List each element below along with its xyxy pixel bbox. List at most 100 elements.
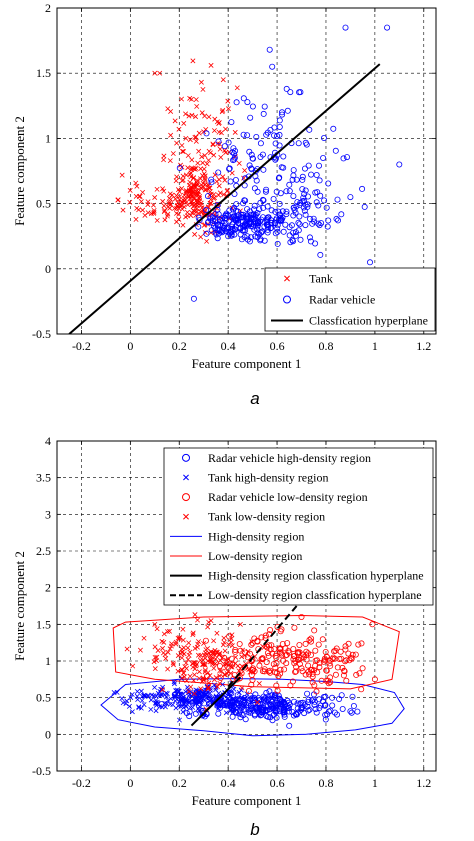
data-point-cross: [179, 185, 185, 191]
data-point-circle: [295, 140, 302, 147]
hyperplane-line: [190, 676, 242, 727]
data-point-cross: [208, 200, 214, 206]
data-point-cross: [204, 646, 210, 652]
data-point-cross: [161, 157, 167, 163]
data-point-circle: [342, 658, 349, 665]
data-point-cross: [163, 656, 169, 661]
data-point-cross: [198, 200, 204, 206]
legend-swatch-circle: [182, 493, 190, 502]
data-point-cross: [192, 645, 198, 651]
data-point-cross: [199, 678, 205, 684]
data-point-cross: [212, 172, 218, 178]
data-point-circle: [268, 642, 275, 649]
data-point-cross: [207, 698, 213, 704]
data-point-circle: [245, 700, 252, 707]
data-point-circle: [352, 651, 359, 658]
data-point-circle: [229, 221, 236, 228]
data-point-cross: [211, 128, 217, 134]
data-point-cross: [192, 672, 197, 678]
legend: Radar vehicle high-density region Tank hi…: [163, 447, 434, 606]
data-point-circle: [327, 662, 334, 669]
data-point-circle: [259, 655, 266, 662]
data-point-cross: [192, 612, 198, 618]
data-point-cross: [175, 668, 181, 674]
data-point-cross: [219, 109, 225, 115]
data-point-cross: [173, 178, 179, 184]
data-point-circle: [306, 706, 313, 713]
data-point-circle: [232, 648, 239, 655]
data-point-cross: [228, 708, 234, 713]
data-point-circle: [306, 636, 313, 643]
data-point-circle: [268, 692, 275, 699]
data-point-cross: [208, 191, 214, 197]
y-tick-label: 0.5: [36, 691, 51, 705]
data-point-cross: [198, 176, 204, 182]
legend-entry-label: Radar vehicle low-density region: [208, 490, 368, 504]
data-point-circle: [312, 706, 319, 713]
data-point-circle: [302, 671, 309, 678]
data-point-circle: [246, 148, 253, 155]
data-point-circle: [274, 225, 281, 232]
data-point-cross: [222, 148, 228, 154]
data-point-circle: [257, 696, 264, 703]
data-point-cross: [176, 126, 182, 132]
data-point-cross: [167, 158, 173, 164]
data-point-circle: [244, 216, 251, 223]
data-point-cross: [225, 696, 231, 702]
data-point-circle: [290, 646, 297, 653]
data-point-circle: [196, 217, 203, 224]
data-point-circle: [309, 679, 316, 686]
data-point-circle: [232, 147, 239, 154]
data-point-circle: [279, 111, 286, 118]
data-point-cross: [148, 697, 154, 703]
data-point-cross: [165, 106, 171, 112]
data-point-cross: [160, 645, 166, 651]
data-point-circle: [340, 672, 347, 679]
data-point-cross: [182, 674, 187, 680]
data-point-circle: [262, 632, 269, 639]
data-point-circle: [263, 659, 270, 666]
data-point-cross: [162, 207, 168, 213]
data-point-cross: [204, 238, 210, 244]
data-point-cross: [181, 149, 186, 154]
data-point-circle: [250, 206, 257, 213]
legend: Tank Radar vehicle Classfication hyperplan…: [264, 267, 436, 332]
data-point-circle: [334, 664, 341, 671]
data-point-cross: [198, 234, 204, 240]
data-point-circle: [292, 209, 299, 216]
data-point-cross: [180, 626, 186, 632]
data-point-cross: [176, 688, 182, 694]
data-point-cross: [124, 698, 130, 704]
data-point-circle: [312, 662, 319, 669]
data-point-cross: [187, 704, 193, 710]
data-point-cross: [151, 209, 157, 215]
data-point-cross: [236, 668, 242, 674]
data-point-cross: [180, 222, 186, 228]
data-point-cross: [190, 704, 196, 710]
data-point-cross: [199, 173, 205, 179]
data-point-cross: [206, 680, 212, 686]
data-point-circle: [273, 714, 280, 721]
data-point-circle: [264, 215, 271, 222]
data-point-circle: [304, 203, 311, 210]
data-point-cross: [245, 648, 251, 654]
data-point-circle: [287, 89, 294, 96]
x-tick-label: 0.2: [172, 776, 187, 790]
data-point-cross: [176, 206, 182, 212]
data-point-circle: [358, 686, 365, 693]
data-point-circle: [273, 660, 280, 667]
data-point-circle: [252, 173, 259, 180]
data-point-circle: [316, 696, 323, 703]
data-point-circle: [291, 660, 298, 667]
data-point-cross: [176, 211, 182, 217]
data-point-circle: [327, 674, 334, 681]
data-point-circle: [236, 641, 243, 648]
data-point-circle: [339, 706, 346, 713]
data-point-cross: [211, 152, 217, 158]
data-point-circle: [296, 221, 303, 228]
data-point-cross: [160, 198, 166, 204]
data-point-cross: [180, 148, 185, 154]
x-tick-label: 0.4: [221, 776, 236, 790]
data-point-cross: [208, 618, 214, 624]
data-point-circle: [259, 151, 266, 158]
